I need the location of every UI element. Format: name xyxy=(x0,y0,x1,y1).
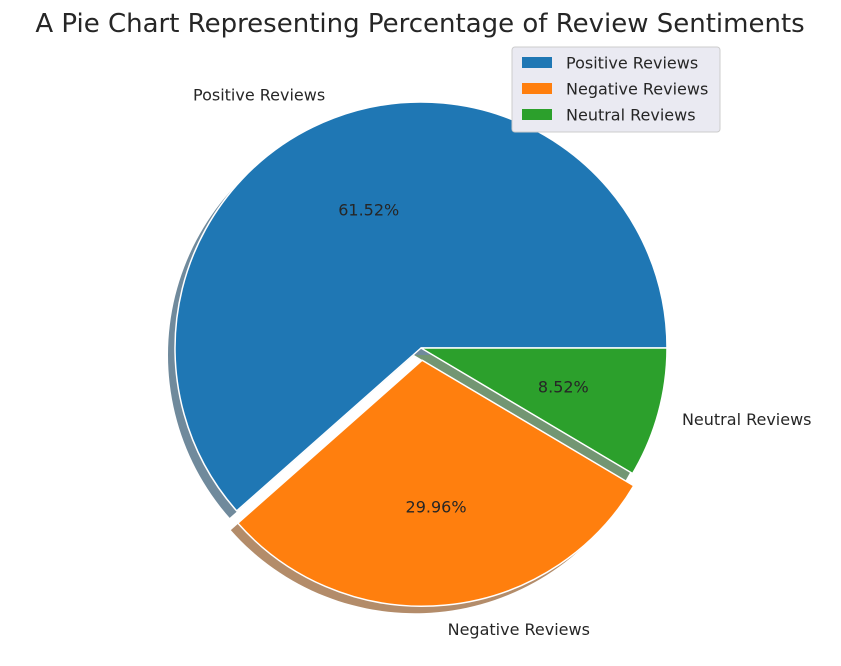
slice-percent-positive-reviews: 61.52% xyxy=(338,200,399,219)
pie-labels: Positive Reviews 61.52% Negative Reviews 29… xyxy=(193,85,812,639)
legend-swatch-positive-reviews xyxy=(522,57,552,68)
slice-percent-neutral-reviews: 8.52% xyxy=(538,378,589,397)
pie-slice-positive-reviews xyxy=(174,101,668,512)
legend-swatch-neutral-reviews xyxy=(522,109,552,120)
slice-percent-negative-reviews: 29.96% xyxy=(406,498,467,517)
legend-label-positive-reviews: Positive Reviews xyxy=(566,54,698,73)
legend-entries: Positive Reviews Negative Reviews Neutral … xyxy=(522,54,708,125)
legend-label-neutral-reviews: Neutral Reviews xyxy=(566,106,696,125)
slice-label-neutral-reviews: Neutral Reviews xyxy=(682,410,812,429)
legend-label-negative-reviews: Negative Reviews xyxy=(566,80,708,99)
pie-slices xyxy=(174,101,668,607)
slice-label-positive-reviews: Positive Reviews xyxy=(193,85,325,104)
pie-slice-negative-reviews xyxy=(237,359,635,607)
legend-swatch-negative-reviews xyxy=(522,83,552,94)
legend-frame xyxy=(511,46,721,133)
chart-legend: Positive Reviews Negative Reviews Neutral … xyxy=(511,46,721,133)
slice-label-negative-reviews: Negative Reviews xyxy=(448,620,590,639)
pie-slice-neutral-reviews xyxy=(420,347,668,475)
chart-title: A Pie Chart Representing Percentage of R… xyxy=(35,9,804,39)
